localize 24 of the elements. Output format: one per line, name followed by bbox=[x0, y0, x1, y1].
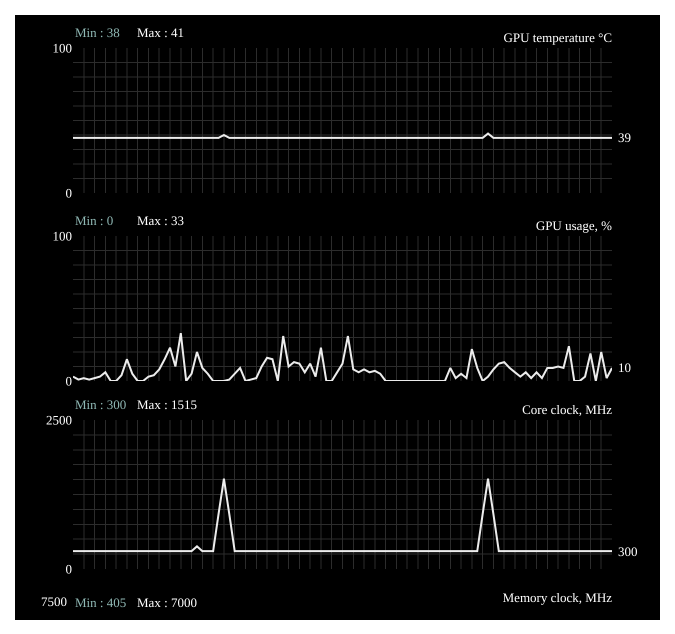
text: 7500 bbox=[41, 594, 67, 609]
line-series bbox=[73, 478, 612, 552]
y-tick-label: 100 bbox=[52, 228, 72, 244]
text: Min : 300 bbox=[75, 397, 126, 412]
chart-title: GPU temperature °C bbox=[504, 30, 612, 45]
y-tick-label: 0 bbox=[66, 562, 72, 577]
text: 10 bbox=[618, 360, 631, 375]
text: Max : 1515 bbox=[137, 397, 197, 412]
text: Memory clock, MHz bbox=[502, 590, 612, 606]
line-series bbox=[73, 332, 612, 381]
y-tick-label: 0 bbox=[66, 374, 72, 389]
chart-title: GPU usage, % bbox=[536, 218, 612, 233]
text: 300 bbox=[618, 544, 638, 559]
text: Max : 7000 bbox=[137, 595, 197, 610]
text: Min : 0 bbox=[75, 213, 114, 228]
text: Max : 33 bbox=[137, 213, 184, 228]
text: Min : 38 bbox=[75, 25, 120, 40]
text: Min : 405 bbox=[75, 595, 126, 610]
y-tick-label: 0 bbox=[66, 186, 72, 201]
text: Max : 41 bbox=[137, 25, 184, 40]
chart-title: Core clock, MHz bbox=[522, 402, 612, 417]
y-tick-label: 2500 bbox=[46, 412, 72, 428]
text: 39 bbox=[618, 130, 631, 145]
y-tick-label: 100 bbox=[52, 40, 72, 56]
